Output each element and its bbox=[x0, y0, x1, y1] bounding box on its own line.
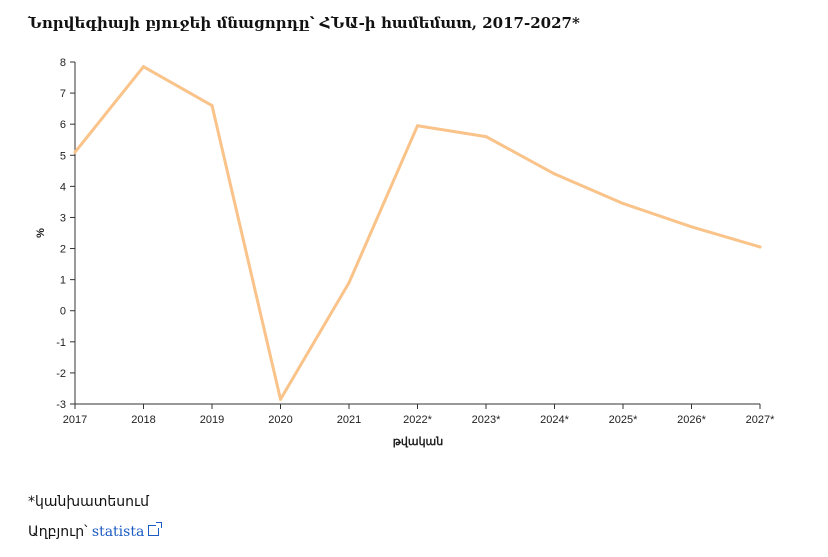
x-tick-label: 2025* bbox=[609, 414, 638, 426]
line-chart: -3 -2 -1 0 1 2 3 4 5 6 7 8 2017 2018 2019 2020 2021 2022… bbox=[35, 57, 775, 448]
data-point bbox=[621, 201, 625, 205]
x-tick-label: 2022* bbox=[403, 414, 432, 426]
chart-title: Նորվեգիայի բյուջեի մնացորդը՝ ՀՆԱ-ի համեմ… bbox=[28, 14, 580, 32]
data-point bbox=[142, 65, 145, 69]
y-axis: -3 -2 -1 0 1 2 3 4 5 6 7 8 bbox=[56, 57, 76, 411]
data-point bbox=[279, 397, 282, 401]
x-tick-label: 2027* bbox=[746, 414, 775, 426]
x-tick-label: 2024* bbox=[540, 414, 569, 426]
series-line bbox=[73, 65, 762, 401]
source-line: Աղբյուր՝ statista bbox=[28, 522, 163, 540]
data-point bbox=[758, 245, 762, 249]
series-group bbox=[73, 65, 762, 401]
source-link[interactable]: statista bbox=[91, 524, 145, 540]
x-axis: 2017 2018 2019 2020 2021 2022* 2023* 2024* 2025*… bbox=[63, 403, 775, 426]
y-tick-label: -1 bbox=[56, 337, 66, 349]
y-tick-label: 6 bbox=[60, 119, 66, 131]
data-point bbox=[210, 104, 214, 108]
data-point bbox=[553, 172, 556, 176]
y-tick-label: 2 bbox=[60, 244, 66, 256]
data-point bbox=[416, 124, 419, 128]
y-axis-label: % bbox=[35, 228, 47, 238]
x-axis-label: թվական bbox=[393, 436, 443, 448]
y-tick-label: 0 bbox=[60, 306, 66, 318]
y-tick-label: 1 bbox=[60, 275, 66, 287]
data-point bbox=[347, 281, 351, 285]
x-tick-label: 2020 bbox=[268, 414, 292, 426]
y-tick-label: 7 bbox=[60, 88, 66, 100]
x-tick-label: 2023* bbox=[472, 414, 501, 426]
x-tick-label: 2019 bbox=[200, 414, 224, 426]
data-point bbox=[690, 225, 693, 229]
y-tick-label: -3 bbox=[56, 399, 66, 411]
y-tick-label: 3 bbox=[60, 212, 66, 224]
forecast-footnote: *կանխատեսում bbox=[28, 494, 149, 510]
x-tick-label: 2026* bbox=[677, 414, 706, 426]
data-point bbox=[484, 135, 488, 139]
x-tick-label: 2018 bbox=[131, 414, 155, 426]
y-tick-label: 5 bbox=[60, 150, 66, 162]
x-tick-label: 2021 bbox=[337, 414, 361, 426]
source-prefix: Աղբյուր՝ bbox=[28, 524, 92, 540]
data-point bbox=[73, 150, 77, 154]
y-tick-label: -2 bbox=[56, 368, 66, 380]
y-tick-label: 4 bbox=[60, 181, 66, 193]
y-tick-label: 8 bbox=[60, 57, 66, 69]
x-tick-label: 2017 bbox=[63, 414, 87, 426]
external-link-icon[interactable] bbox=[148, 522, 163, 536]
